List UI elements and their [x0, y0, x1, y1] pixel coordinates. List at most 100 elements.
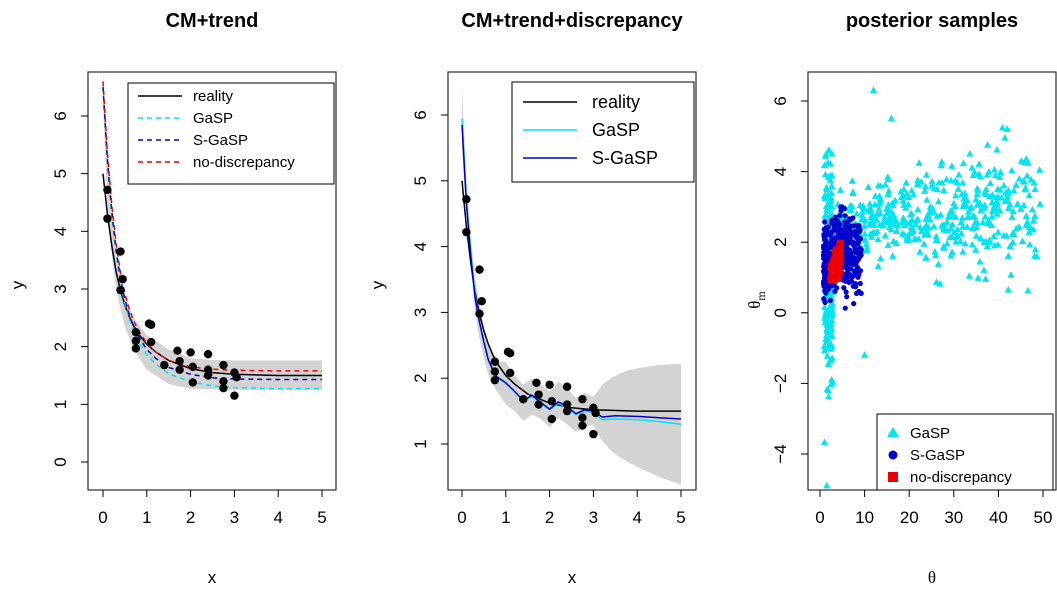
x-tick-label: 0 — [98, 508, 107, 527]
x-tick-label: 30 — [944, 508, 963, 527]
gasp-sample — [961, 201, 970, 209]
gasp-sample — [891, 196, 899, 204]
gasp-sample — [961, 189, 969, 197]
gasp-sample — [861, 351, 869, 358]
gasp-sample — [828, 375, 836, 383]
sgasp-sample — [846, 228, 852, 234]
gasp-sample — [969, 211, 977, 219]
gasp-sample — [954, 185, 962, 192]
p1-legend-gasp: GaSP — [193, 110, 233, 127]
gasp-sample — [946, 233, 954, 241]
p3-legend-gasp: GaSP — [910, 425, 950, 442]
y-tick-label: 4 — [411, 242, 430, 251]
gasp-sample — [900, 201, 908, 208]
sgasp-sample — [841, 285, 847, 291]
p1-xlabel: x — [208, 568, 217, 587]
nodisc-sample — [831, 269, 837, 275]
gasp-sample — [1023, 172, 1031, 179]
gasp-sample — [822, 312, 830, 320]
gasp-sample — [866, 200, 874, 207]
p2-xlabel: x — [568, 568, 577, 587]
y-tick-label: 1 — [411, 439, 430, 448]
gasp-sample — [1020, 201, 1028, 209]
p2-legend-box — [511, 81, 695, 183]
x-tick-label: 40 — [989, 508, 1008, 527]
p3-legend: GaSP S-GaSP no-discrepancy — [876, 413, 1054, 491]
gasp-sample — [1007, 271, 1015, 278]
sgasp-sample — [840, 231, 846, 237]
gasp-sample — [996, 186, 1004, 193]
gasp-sample — [953, 232, 961, 239]
x-tick-label: 20 — [900, 508, 919, 527]
gasp-sample — [883, 208, 892, 216]
gasp-sample — [1028, 205, 1036, 213]
gasp-sample — [1036, 200, 1044, 207]
gasp-sample — [1026, 223, 1034, 230]
gasp-sample — [1035, 166, 1044, 173]
gasp-sample — [995, 173, 1004, 180]
gasp-sample — [996, 168, 1005, 176]
observation-point — [175, 356, 184, 366]
gasp-sample — [915, 159, 923, 166]
y-tick-label: 0 — [51, 457, 70, 466]
gasp-sample — [956, 237, 965, 245]
observation-point — [203, 371, 213, 380]
gasp-sample — [1025, 191, 1033, 199]
gasp-sample — [898, 229, 907, 237]
gasp-sample — [914, 180, 922, 188]
gasp-sample — [823, 331, 831, 339]
y-tick-label: 3 — [51, 284, 70, 293]
gasp-sample — [959, 179, 967, 186]
gasp-sample — [952, 191, 960, 199]
observation-point — [116, 285, 125, 295]
sgasp-sample — [851, 301, 857, 307]
gasp-sample — [827, 303, 836, 310]
sgasp-sample — [856, 222, 862, 229]
gasp-sample — [906, 229, 914, 237]
gasp-sample — [969, 171, 977, 179]
gasp-sample — [890, 211, 898, 218]
x-tick-label: 5 — [676, 508, 685, 527]
gasp-sample — [1025, 228, 1033, 236]
gasp-sample — [991, 204, 1000, 212]
p1-legend-nodisc: no-discrepancy — [193, 154, 295, 171]
gasp-sample — [828, 182, 836, 190]
gasp-sample — [983, 242, 991, 249]
sgasp-sample — [855, 265, 861, 271]
gasp-sample — [1022, 221, 1030, 228]
gasp-sample — [940, 244, 948, 251]
gasp-sample — [940, 186, 948, 194]
gasp-sample — [823, 352, 831, 359]
sgasp-sample — [842, 213, 848, 219]
gasp-sample — [866, 205, 875, 212]
sgasp-sample — [843, 289, 849, 295]
gasp-sample — [1009, 229, 1017, 237]
sgasp-sample — [858, 252, 864, 258]
p2-legend: reality GaSP S-GaSP — [511, 81, 695, 183]
gasp-sample — [955, 170, 963, 178]
gasp-sample — [858, 211, 866, 219]
p1-observations — [103, 185, 241, 400]
observation-point — [188, 378, 197, 387]
nodisc-sample — [830, 273, 836, 279]
nodisc-sample — [834, 259, 840, 265]
sgasp-sample — [842, 222, 848, 229]
nodisc-sample — [838, 239, 844, 245]
gasp-sample — [877, 254, 885, 262]
gasp-sample — [848, 202, 856, 210]
gasp-sample — [908, 186, 916, 194]
gasp-sample — [990, 165, 998, 173]
p3-xlabel: θ — [928, 568, 936, 587]
observation-point — [545, 380, 554, 389]
gasp-sample — [982, 185, 990, 193]
gasp-sample — [1004, 286, 1013, 293]
gasp-sample — [988, 191, 996, 198]
gasp-sample — [872, 215, 880, 223]
gasp-sample — [979, 218, 987, 226]
sgasp-sample — [826, 241, 832, 247]
gasp-sample — [976, 199, 984, 206]
gasp-sample — [1004, 252, 1012, 259]
gasp-sample — [1015, 175, 1023, 182]
gasp-sample — [968, 163, 976, 171]
gasp-sample — [876, 195, 884, 203]
